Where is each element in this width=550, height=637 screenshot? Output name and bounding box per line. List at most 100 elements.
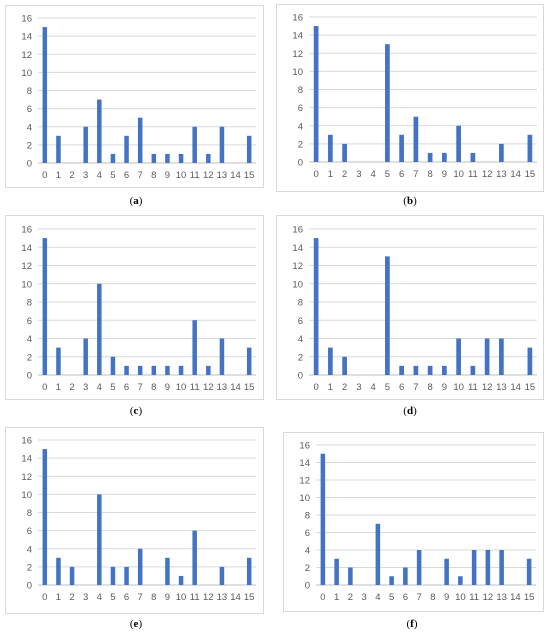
bar — [328, 134, 333, 162]
x-tick-label: 6 — [399, 169, 404, 180]
bar — [192, 126, 197, 163]
y-tick-label: 14 — [21, 454, 32, 465]
x-tick-label: 14 — [510, 169, 521, 180]
x-tick-label: 2 — [342, 382, 347, 393]
x-tick-label: 3 — [83, 382, 88, 393]
x-tick-label: 11 — [469, 592, 479, 603]
bar — [124, 135, 129, 163]
y-tick-label: 4 — [27, 334, 32, 345]
x-tick-label: 8 — [427, 382, 432, 393]
y-tick-label: 10 — [21, 279, 32, 290]
x-tick-label: 9 — [165, 382, 170, 393]
x-tick-label: 14 — [510, 382, 521, 393]
caption-e: (e) — [129, 618, 143, 630]
y-tick-label: 4 — [305, 546, 310, 557]
bar — [151, 365, 157, 375]
y-tick-label: 8 — [298, 298, 303, 309]
x-tick-label: 10 — [176, 382, 187, 393]
x-tick-label: 7 — [416, 592, 421, 603]
bar — [124, 365, 129, 375]
bar — [416, 550, 422, 585]
bar — [178, 575, 184, 585]
y-tick-label: 0 — [27, 581, 32, 592]
x-tick-label: 12 — [482, 382, 493, 393]
x-tick-label: 0 — [313, 169, 318, 180]
bar — [206, 365, 211, 375]
bar — [342, 356, 347, 375]
x-tick-label: 12 — [203, 170, 214, 181]
bar — [69, 566, 75, 585]
y-tick-label: 6 — [298, 316, 303, 327]
bar — [375, 523, 381, 585]
x-tick-label: 2 — [69, 170, 74, 181]
bar — [527, 134, 533, 162]
x-tick-label: 3 — [356, 169, 361, 180]
bar — [56, 347, 61, 375]
y-tick-label: 12 — [21, 261, 32, 272]
bar — [219, 126, 225, 163]
x-tick-label: 0 — [320, 592, 325, 603]
x-tick-label: 8 — [430, 592, 435, 603]
bar — [219, 566, 225, 585]
y-tick-label: 12 — [21, 50, 32, 61]
x-tick-label: 8 — [151, 592, 156, 603]
y-tick-label: 4 — [298, 334, 303, 345]
caption-d: (d) — [403, 405, 417, 417]
bar — [42, 449, 48, 585]
bar — [456, 125, 461, 162]
y-tick-label: 4 — [27, 544, 32, 555]
x-tick-label: 15 — [244, 592, 255, 603]
y-tick-label: 12 — [292, 261, 303, 272]
bar — [427, 152, 433, 162]
y-tick-label: 14 — [292, 243, 303, 254]
bar — [385, 44, 390, 162]
bar — [526, 558, 532, 585]
y-tick-label: 0 — [305, 581, 310, 592]
x-tick-label: 11 — [468, 382, 478, 393]
x-tick-label: 2 — [69, 382, 74, 393]
x-tick-label: 1 — [56, 382, 61, 393]
bar — [137, 548, 143, 585]
bar — [313, 26, 319, 162]
y-tick-label: 16 — [292, 225, 303, 236]
x-tick-label: 6 — [124, 382, 129, 393]
y-tick-label: 6 — [27, 316, 32, 327]
caption-b: (b) — [403, 195, 417, 207]
bar — [458, 576, 463, 585]
x-tick-label: 13 — [496, 169, 507, 180]
x-tick-label: 7 — [138, 170, 143, 181]
bar — [97, 283, 102, 375]
bar — [413, 365, 419, 375]
y-tick-label: 8 — [27, 298, 32, 309]
x-tick-label: 11 — [190, 382, 200, 393]
y-tick-label: 8 — [27, 508, 32, 519]
x-tick-label: 10 — [176, 170, 187, 181]
x-tick-label: 9 — [442, 382, 447, 393]
x-tick-label: 5 — [385, 382, 390, 393]
bar — [527, 347, 533, 375]
x-tick-label: 13 — [496, 592, 507, 603]
y-tick-label: 2 — [298, 352, 303, 363]
bar — [413, 116, 419, 162]
x-tick-label: 8 — [427, 169, 432, 180]
y-tick-label: 0 — [27, 371, 32, 382]
bar — [178, 153, 184, 163]
bar — [246, 557, 252, 585]
x-tick-label: 1 — [328, 382, 333, 393]
x-tick-label: 4 — [375, 592, 380, 603]
y-tick-label: 6 — [27, 104, 32, 115]
x-tick-label: 15 — [524, 592, 535, 603]
x-tick-label: 6 — [403, 592, 408, 603]
x-tick-label: 14 — [230, 170, 241, 181]
bar — [56, 135, 61, 163]
y-tick-label: 4 — [298, 121, 303, 132]
y-tick-label: 0 — [298, 158, 303, 169]
y-tick-label: 10 — [292, 279, 303, 290]
x-tick-label: 0 — [42, 592, 47, 603]
bar — [442, 152, 447, 162]
x-tick-label: 14 — [510, 592, 521, 603]
y-tick-label: 2 — [27, 562, 32, 573]
y-tick-label: 4 — [27, 122, 32, 133]
